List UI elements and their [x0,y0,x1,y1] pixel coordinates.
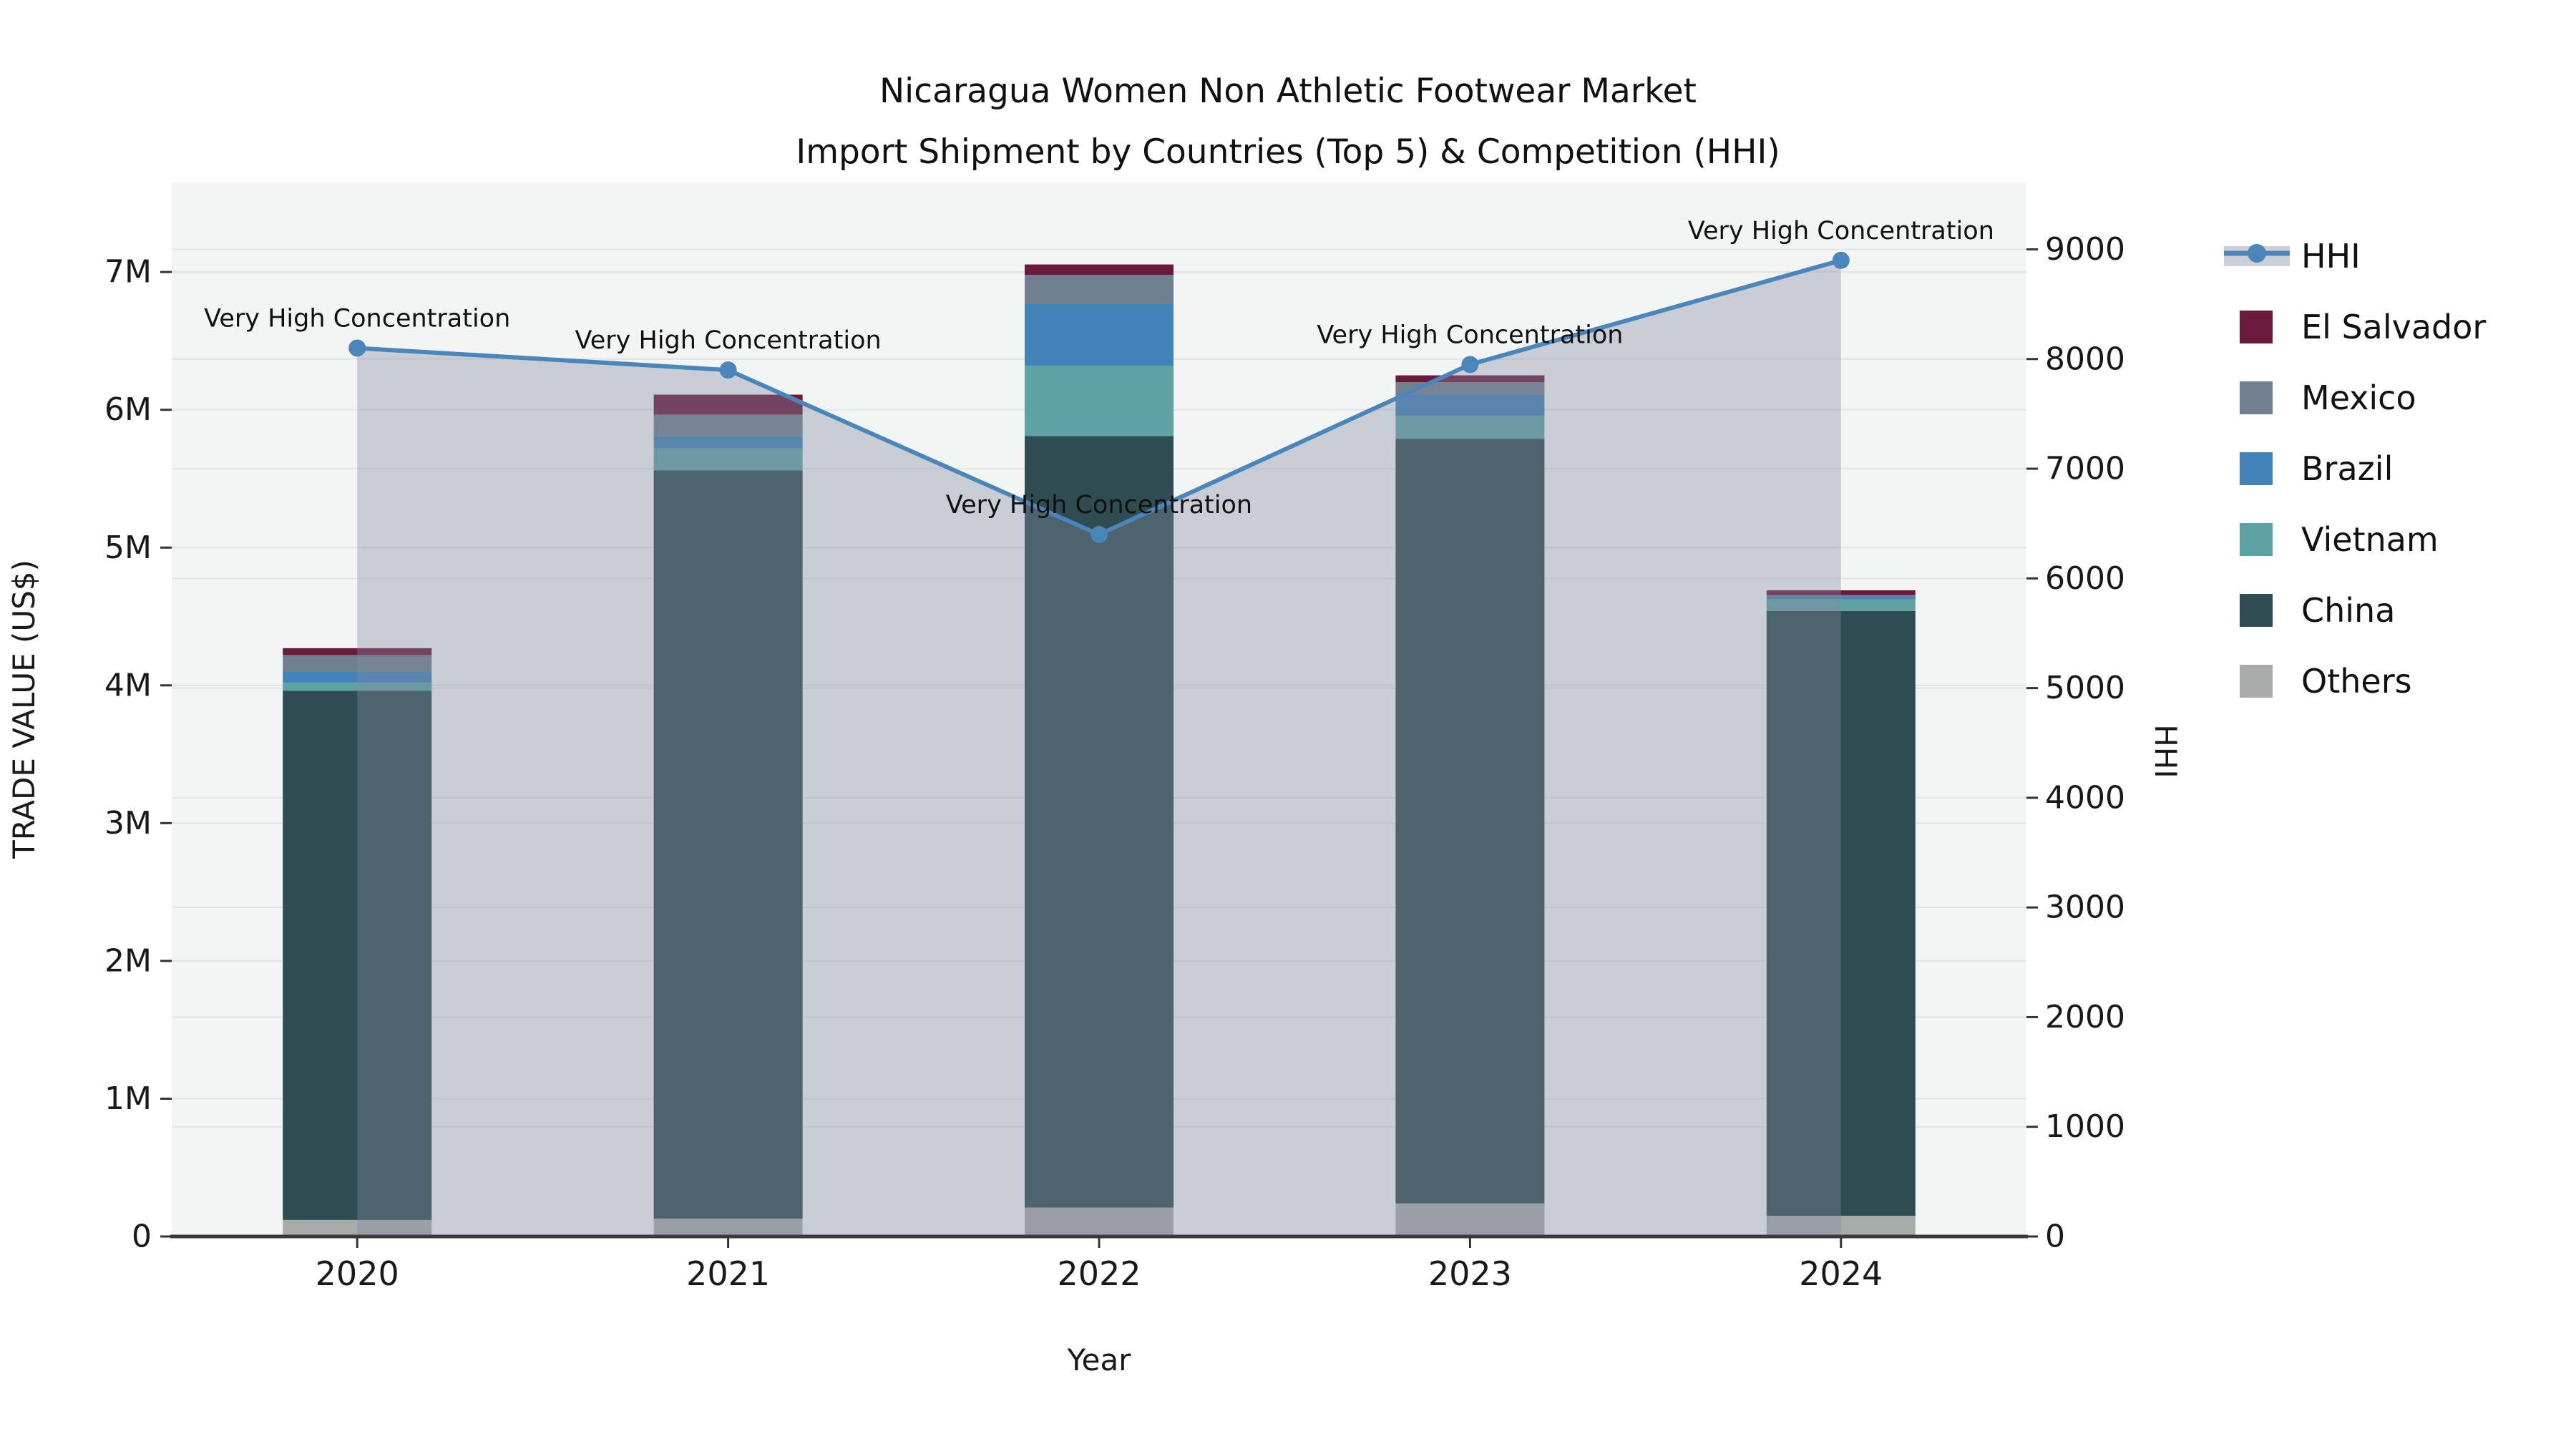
legend-label: China [2301,591,2395,630]
axes-layer: 0 1M 2M 3M 4M 5M 6M 7M 0 1000 2000 3000 4000 5000 6000… [104,231,2125,1293]
legend-label: Others [2301,662,2412,701]
bar-segment-el-salvador-2022 [1025,264,1174,275]
bar-segment-china-2022 [1025,436,1174,1208]
right-tick-label: 8000 [2045,341,2125,377]
y-axis-label-left: TRADE VALUE (US$) [6,560,42,859]
bar-segment-others-2022 [1025,1207,1174,1236]
bar-segment-el-salvador-2020 [283,648,432,655]
bar-segment-others-2020 [283,1219,432,1236]
bar-segment-el-salvador-2023 [1395,375,1545,383]
bar-segment-vietnam-2024 [1766,599,1916,611]
hhi-line-layer [348,251,1850,544]
chart-title-line2: Import Shipment by Countries (Top 5) & C… [796,132,1780,172]
chart-title-line1: Nicaragua Women Non Athletic Footwear Ma… [879,72,1697,111]
legend-swatch-el-salvador [2240,311,2273,343]
bar-segment-china-2020 [283,691,432,1220]
x-tick-label-2023: 2023 [1428,1254,1512,1293]
bar-segment-vietnam-2021 [653,448,803,471]
bar-segment-vietnam-2022 [1025,366,1174,436]
y-axis-label-right: HHI [2148,724,2183,779]
legend-label: HHI [2301,237,2361,275]
legend-item-el-salvador: El Salvador [2240,308,2486,346]
legend-label: Brazil [2301,449,2393,488]
bar-segment-brazil-2020 [283,671,432,683]
annotation-2024: Very High Concentration [1688,217,1994,245]
bar-segment-el-salvador-2021 [653,394,803,415]
hhi-marker-2024 [1832,251,1850,269]
left-tick-label: 0 [132,1219,152,1255]
bar-segment-vietnam-2020 [283,682,432,691]
hhi-area-fill [357,260,1841,1236]
right-tick-label: 3000 [2045,889,2125,926]
bar-segment-china-2021 [653,470,803,1219]
legend-swatch-china [2240,594,2273,627]
hhi-area-fill-layer [357,260,1841,1236]
bar-segment-china-2024 [1766,610,1916,1216]
stacked-bars-layer [283,264,1916,1236]
legend-label: Vietnam [2301,520,2439,559]
bar-segment-others-2024 [1766,1216,1916,1236]
right-tick-label: 9000 [2045,231,2125,268]
legend-item-china: China [2240,591,2395,630]
bar-segment-mexico-2021 [653,414,803,436]
bar-segment-mexico-2024 [1766,595,1916,597]
x-tick-label-2024: 2024 [1799,1254,1883,1293]
left-tick-label: 3M [104,805,152,841]
right-tick-label: 2000 [2045,999,2125,1035]
right-tick-label: 6000 [2045,560,2125,597]
annotation-2022: Very High Concentration [946,491,1252,519]
bar-segment-others-2023 [1395,1203,1545,1236]
bar-segment-china-2023 [1395,439,1545,1204]
legend-label: El Salvador [2301,308,2486,346]
legend-swatch-mexico [2240,381,2273,414]
legend-item-mexico: Mexico [2240,379,2416,417]
legend-swatch-others [2240,665,2273,698]
legend-label: Mexico [2301,379,2416,417]
legend-item-brazil: Brazil [2240,449,2393,488]
legend-swatch-brazil [2240,452,2273,485]
x-tick-label-2021: 2021 [686,1254,770,1293]
legend-item-others: Others [2240,662,2412,701]
bar-segment-brazil-2023 [1395,394,1545,416]
right-tick-label: 4000 [2045,779,2125,816]
left-tick-label: 7M [104,254,152,291]
left-tick-label: 1M [104,1080,152,1117]
hhi-marker-2020 [348,339,366,357]
bar-segment-brazil-2021 [653,436,803,449]
bar-segment-brazil-2024 [1766,596,1916,600]
annotation-layer: Very High Concentration Very High Concent… [204,217,1994,519]
left-tick-label: 4M [104,667,152,703]
legend-item-vietnam: Vietnam [2240,520,2439,559]
right-tick-label: 1000 [2045,1108,2125,1145]
annotation-2023: Very High Concentration [1317,321,1623,349]
right-tick-label: 7000 [2045,451,2125,487]
hhi-marker-2021 [719,361,737,379]
x-tick-label-2020: 2020 [316,1254,399,1293]
legend: HHI El Salvador Mexico Brazil Vietnam China Ot… [2224,237,2486,701]
bar-segment-mexico-2023 [1395,382,1545,395]
left-tick-label: 5M [104,530,152,566]
bar-segment-mexico-2022 [1025,275,1174,304]
x-tick-label-2022: 2022 [1057,1254,1141,1293]
right-tick-label: 5000 [2045,670,2125,706]
x-axis-label: Year [1067,1342,1132,1377]
bar-segment-others-2021 [653,1218,803,1236]
legend-item-hhi: HHI [2224,237,2361,275]
annotation-2020: Very High Concentration [204,304,510,333]
left-tick-label: 2M [104,942,152,979]
bar-segment-vietnam-2023 [1395,416,1545,439]
legend-hhi-marker [2248,244,2266,263]
hhi-marker-2023 [1461,356,1479,374]
legend-swatch-vietnam [2240,523,2273,556]
hhi-marker-2022 [1091,526,1108,544]
bar-segment-brazil-2022 [1025,303,1174,366]
bar-segment-el-salvador-2024 [1766,590,1916,595]
annotation-2021: Very High Concentration [575,326,882,355]
bar-segment-mexico-2020 [283,655,432,672]
right-tick-label: 0 [2045,1219,2065,1255]
left-tick-label: 6M [104,391,152,428]
